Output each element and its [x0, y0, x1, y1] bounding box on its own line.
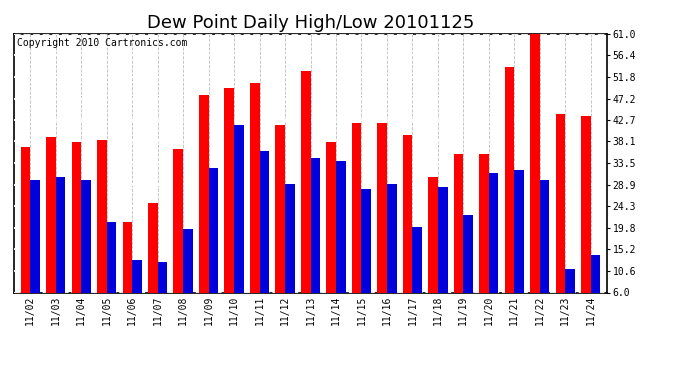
Bar — [479, 154, 489, 292]
Bar — [123, 222, 132, 292]
Bar — [285, 184, 295, 292]
Bar — [250, 83, 259, 292]
Bar — [514, 170, 524, 292]
Bar — [540, 180, 549, 292]
Bar — [107, 222, 117, 292]
Bar — [275, 126, 285, 292]
Bar — [56, 177, 66, 292]
Bar — [336, 161, 346, 292]
Bar — [301, 71, 310, 292]
Bar — [183, 229, 193, 292]
Bar — [326, 142, 336, 292]
Bar — [148, 203, 158, 292]
Bar — [489, 172, 498, 292]
Text: Copyright 2010 Cartronics.com: Copyright 2010 Cartronics.com — [17, 38, 187, 48]
Title: Dew Point Daily High/Low 20101125: Dew Point Daily High/Low 20101125 — [147, 14, 474, 32]
Bar — [530, 34, 540, 292]
Bar — [72, 142, 81, 292]
Bar — [310, 158, 320, 292]
Bar — [97, 140, 107, 292]
Bar — [46, 137, 56, 292]
Bar — [504, 67, 514, 292]
Bar — [234, 126, 244, 292]
Bar — [259, 152, 269, 292]
Bar — [352, 123, 362, 292]
Bar — [403, 135, 413, 292]
Bar — [565, 269, 575, 292]
Bar — [387, 184, 397, 292]
Bar — [438, 187, 448, 292]
Bar — [591, 255, 600, 292]
Bar — [30, 180, 40, 292]
Bar — [413, 226, 422, 292]
Bar — [555, 114, 565, 292]
Bar — [173, 149, 183, 292]
Bar — [581, 116, 591, 292]
Bar — [132, 260, 142, 292]
Bar — [453, 154, 463, 292]
Bar — [208, 168, 218, 292]
Bar — [377, 123, 387, 292]
Bar — [362, 189, 371, 292]
Bar — [428, 177, 438, 292]
Bar — [158, 262, 168, 292]
Bar — [224, 88, 234, 292]
Bar — [81, 180, 91, 292]
Bar — [199, 95, 208, 292]
Bar — [21, 147, 30, 292]
Bar — [463, 215, 473, 292]
